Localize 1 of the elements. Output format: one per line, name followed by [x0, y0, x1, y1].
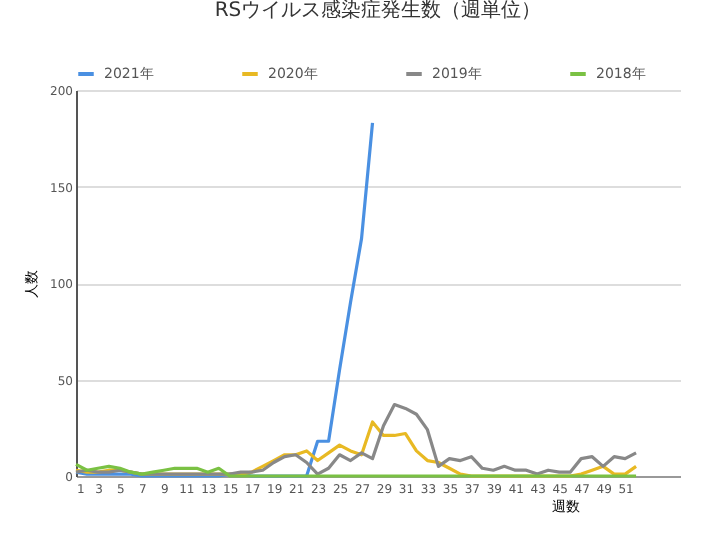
- line-series: [74, 402, 638, 476]
